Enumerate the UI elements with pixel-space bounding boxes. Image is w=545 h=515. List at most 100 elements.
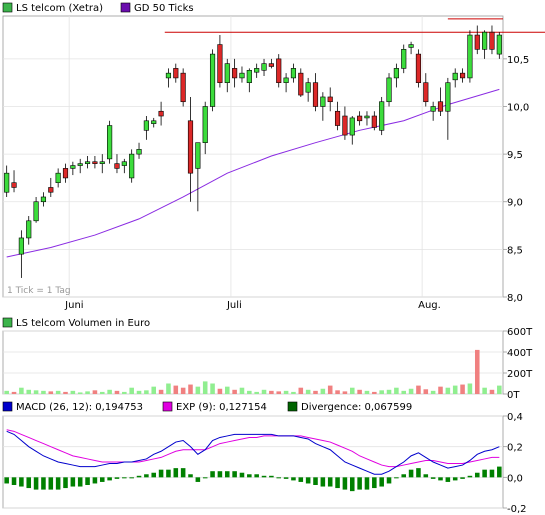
volume-bar — [291, 391, 296, 394]
divergence-bar — [195, 477, 201, 482]
divergence-bar — [261, 475, 267, 478]
candle-body — [445, 82, 451, 112]
macd-legend-swatch — [2, 401, 13, 412]
candle-body — [371, 115, 377, 128]
divergence-bar — [202, 477, 208, 479]
divergence-bar — [379, 477, 384, 487]
candle-body — [459, 72, 466, 79]
divergence-bar — [92, 477, 98, 484]
price-tick-label: 8,5 — [507, 245, 523, 256]
volume-bar — [166, 383, 171, 394]
candle-body — [92, 161, 98, 164]
candle-body — [298, 72, 304, 96]
volume-bars — [4, 349, 502, 394]
volume-bar — [232, 389, 237, 394]
divergence-bar — [276, 477, 282, 479]
macd-line — [6, 430, 500, 475]
volume-bar — [298, 387, 304, 394]
divergence-bar — [386, 477, 392, 484]
volume-bar — [460, 384, 465, 394]
volume-bar — [430, 390, 436, 394]
candle-body — [312, 82, 319, 107]
candle-body — [26, 220, 32, 239]
exp-legend-label: EXP (9): 0,127154 — [176, 402, 267, 413]
divergence-bar — [70, 477, 76, 487]
divergence-bar — [99, 477, 105, 482]
candle-body — [33, 201, 39, 222]
candle-body — [143, 120, 149, 131]
volume-bar — [122, 391, 127, 394]
volume-bar — [254, 391, 259, 394]
candle-body — [121, 161, 127, 166]
volume-bar — [357, 389, 362, 394]
candle-body — [393, 68, 399, 79]
candle-body — [268, 63, 274, 67]
macd-legend: MACD (26, 12): 0,194753 EXP (9): 0,12715… — [2, 401, 412, 413]
candle-body — [482, 31, 488, 50]
divergence-bar — [474, 472, 480, 478]
volume-bar — [276, 391, 282, 394]
volume-bar — [342, 391, 348, 394]
candle-body — [357, 115, 363, 122]
candle-body — [415, 53, 422, 83]
price-tick-label: 10,5 — [507, 55, 529, 66]
divergence-bar — [33, 477, 39, 490]
divergence-bar — [114, 477, 120, 479]
price-y-axis: 10,5 10,0 9,5 9,0 8,5 8,0 — [503, 55, 529, 304]
candle-body — [327, 96, 333, 103]
volume-bar — [11, 391, 17, 394]
macd-tick-label: 0,4 — [507, 412, 523, 423]
candle-body — [379, 101, 385, 131]
divergence-bar — [144, 474, 149, 478]
volume-bar — [99, 391, 105, 394]
divergence-legend-label: Divergence: 0,067599 — [301, 402, 412, 413]
volume-bar — [63, 391, 68, 394]
candle-body — [489, 31, 495, 50]
divergence-bar — [430, 477, 436, 479]
divergence-bar — [489, 469, 495, 478]
volume-bar — [349, 387, 355, 394]
divergence-bar — [129, 477, 134, 479]
divergence-bar — [372, 477, 377, 489]
candle-body — [254, 68, 260, 73]
candle-body — [401, 49, 407, 69]
volume-legend: LS telcom Volumen in Euro — [2, 317, 150, 329]
candle-body — [246, 69, 252, 83]
candle-body — [261, 63, 267, 71]
divergence-bar — [122, 477, 127, 479]
volume-bar — [335, 390, 340, 394]
volume-bar — [386, 389, 392, 394]
candle-body — [165, 72, 172, 79]
divergence-bar — [180, 468, 186, 478]
volume-bar — [452, 385, 458, 394]
volume-legend-label: LS telcom Volumen in Euro — [16, 318, 150, 329]
divergence-bar — [482, 469, 487, 478]
candle-body — [107, 125, 113, 160]
volume-bar — [144, 390, 149, 394]
candle-body — [99, 161, 105, 164]
volume-bar — [114, 390, 120, 394]
divergence-bar — [224, 471, 230, 478]
divergence-bar — [239, 472, 245, 478]
candle-body — [55, 172, 61, 183]
candle-body — [11, 182, 17, 188]
volume-bar — [467, 383, 473, 394]
candle-body — [4, 172, 10, 193]
volume-bar — [26, 389, 32, 394]
x-axis-labels: Juni Juli Aug. — [64, 300, 441, 311]
divergence-bar — [188, 474, 193, 478]
divergence-bar — [394, 477, 399, 479]
tick-note: 1 Tick = 1 Tag — [7, 286, 71, 296]
candle-body — [224, 63, 230, 83]
divergence-bar — [357, 477, 362, 490]
divergence-bar — [173, 468, 179, 478]
candle-body — [195, 142, 201, 169]
volume-y-axis: 600T 400T 200T 0T — [503, 327, 533, 401]
candle-body — [430, 106, 436, 112]
volume-tick-label: 600T — [507, 327, 533, 338]
divergence-bar — [320, 477, 326, 487]
candle-body — [151, 120, 157, 124]
sma-legend-label: GD 50 Ticks — [134, 3, 194, 14]
macd-legend-label: MACD (26, 12): 0,194753 — [16, 402, 143, 413]
divergence-bar — [497, 466, 502, 478]
